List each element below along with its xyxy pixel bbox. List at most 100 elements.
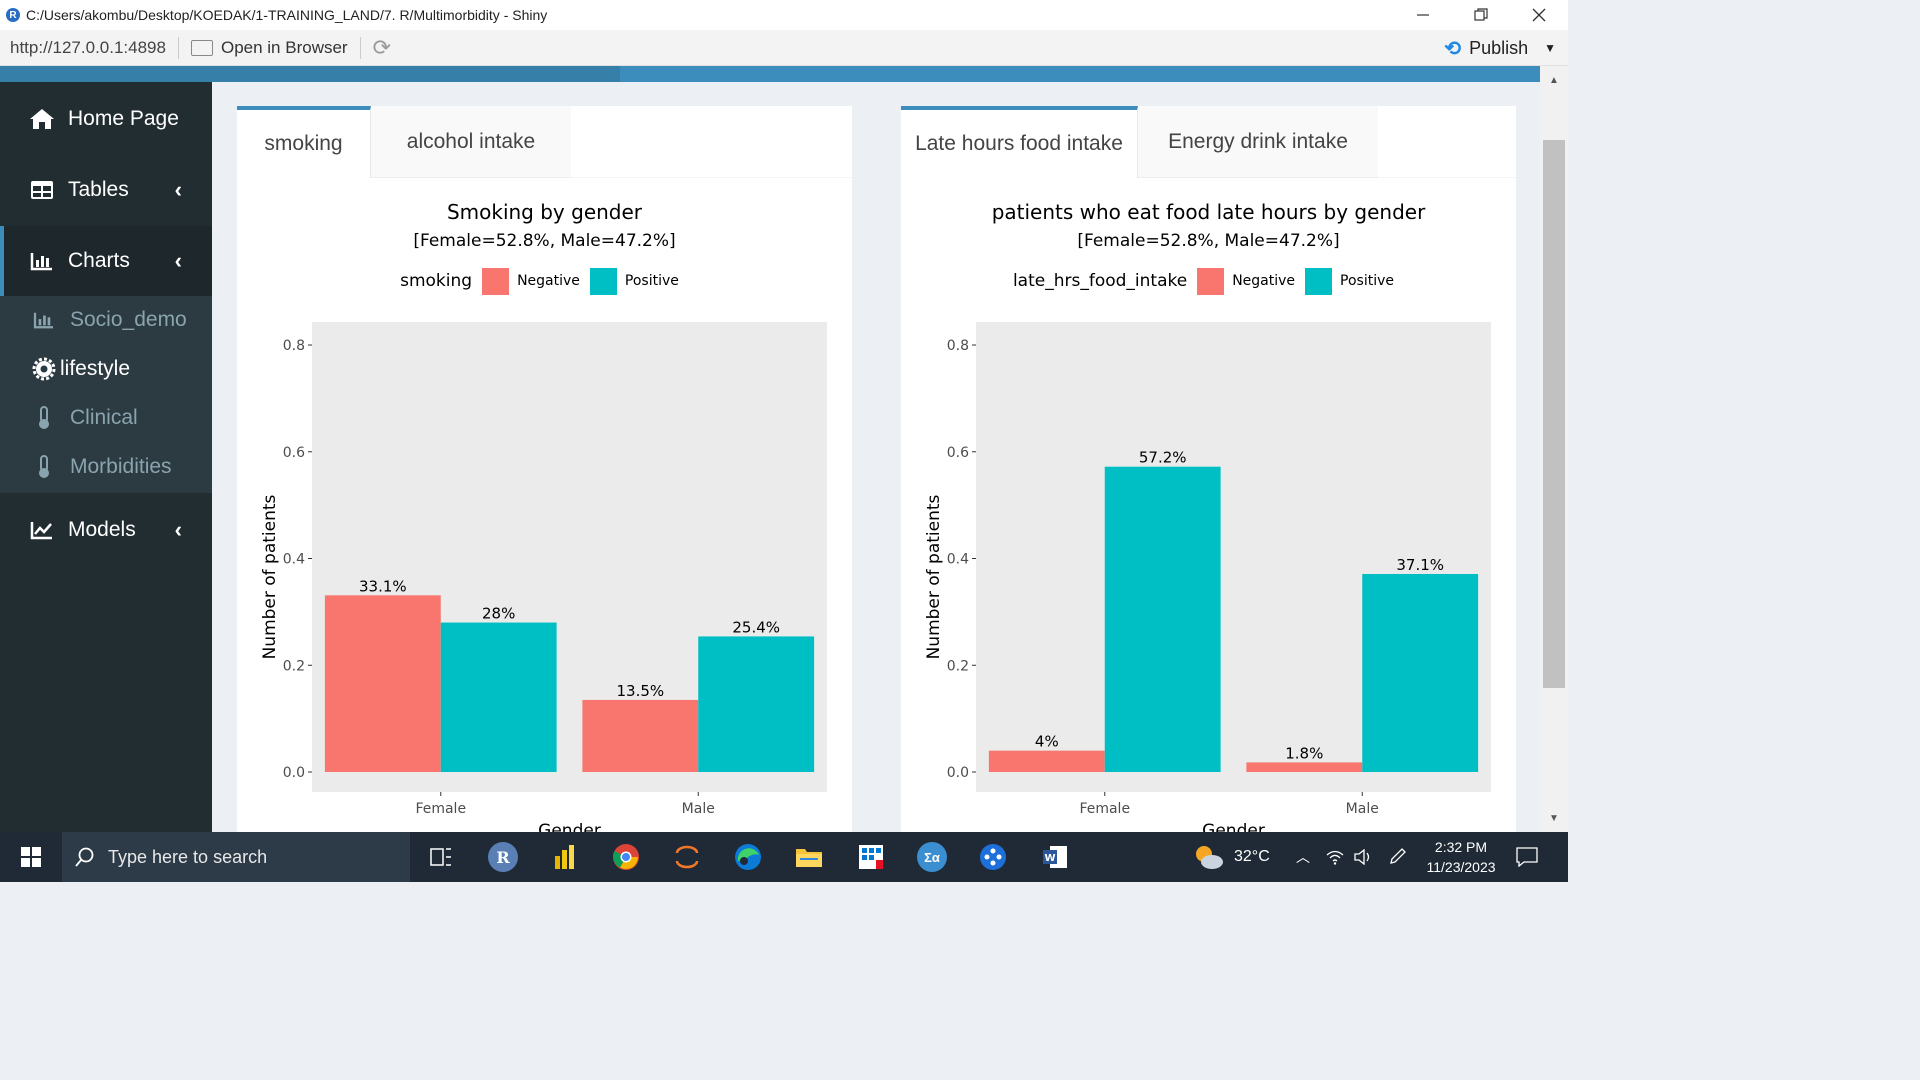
taskbar-search-box[interactable]: Type here to search xyxy=(62,832,410,882)
bar-chart-icon xyxy=(32,311,56,329)
sidebar-item-charts[interactable]: Charts ‹ xyxy=(0,226,212,296)
volume-icon[interactable] xyxy=(1354,832,1372,882)
restore-icon xyxy=(1474,8,1488,21)
tab-smoking[interactable]: smoking xyxy=(237,106,371,178)
bar-positive-male xyxy=(1362,573,1479,772)
publish-icon: ⟲ xyxy=(1444,37,1462,60)
pen-icon[interactable] xyxy=(1390,832,1406,882)
sidebar: Home Page Tables ‹ Charts ‹ Socio_demo l… xyxy=(0,82,212,832)
legend-title: smoking xyxy=(400,271,473,291)
publish-button[interactable]: ⟲ Publish ▼ xyxy=(1444,30,1556,66)
chevron-left-icon: ‹ xyxy=(174,177,182,202)
y-tick-label: 0.8 xyxy=(283,338,305,354)
window-titlebar: R C:/Users/akombu/Desktop/KOEDAK/1-TRAIN… xyxy=(0,0,1568,30)
notifications-icon[interactable] xyxy=(1516,832,1538,882)
sidebar-item-label: Charts xyxy=(68,249,130,272)
refresh-icon[interactable]: ⟳ xyxy=(372,34,392,60)
sidebar-item-label: Models xyxy=(68,518,136,541)
task-view-icon[interactable] xyxy=(426,842,456,872)
x-axis-label: Gender xyxy=(538,821,601,832)
bar-positive-female xyxy=(440,622,557,772)
clock-time: 2:32 PM xyxy=(1434,839,1488,855)
settings-icon xyxy=(32,357,56,381)
tab-alcohol-intake[interactable]: alcohol intake xyxy=(371,106,571,178)
sidebar-subitem-label: Morbidities xyxy=(70,455,172,478)
thermometer-icon xyxy=(32,406,56,430)
bar-positive-male xyxy=(698,636,815,772)
close-button[interactable] xyxy=(1510,0,1568,30)
dashboard-header xyxy=(0,66,1540,82)
jupyter-icon[interactable] xyxy=(672,842,702,872)
chart-subtitle: [Female=52.8%, Male=47.2%] xyxy=(413,231,676,251)
toolbar-divider xyxy=(177,36,179,59)
search-icon xyxy=(75,847,94,867)
y-tick-label: 0.0 xyxy=(283,765,305,781)
tab-energy-drink-intake[interactable]: Energy drink intake xyxy=(1138,106,1378,178)
bar-data-label: 1.8% xyxy=(1285,744,1323,762)
sigma-app-icon[interactable]: Σα xyxy=(917,842,947,872)
table-icon xyxy=(28,180,56,200)
header-logo-area xyxy=(0,66,620,82)
scroll-down-icon[interactable]: ▼ xyxy=(1549,812,1559,824)
bar-data-label: 37.1% xyxy=(1396,556,1444,574)
power-bi-icon[interactable] xyxy=(549,842,579,872)
scrollbar-thumb[interactable] xyxy=(1543,140,1565,688)
word-icon[interactable]: W xyxy=(1040,842,1070,872)
edge-icon[interactable] xyxy=(733,842,763,872)
wifi-icon[interactable] xyxy=(1326,832,1344,882)
publish-dropdown-icon[interactable]: ▼ xyxy=(1544,41,1556,55)
sidebar-item-home-page[interactable]: Home Page xyxy=(0,84,212,154)
restore-button[interactable] xyxy=(1452,0,1510,30)
bar-negative-male xyxy=(1246,762,1363,772)
sidebar-item-socio-demo[interactable]: Socio_demo xyxy=(0,296,212,344)
legend-label-positive: Positive xyxy=(624,273,679,289)
sidebar-subitem-label: lifestyle xyxy=(60,357,131,380)
sidebar-item-models[interactable]: Models ‹ xyxy=(0,495,212,565)
tab-late-hours-food-intake[interactable]: Late hours food intake xyxy=(901,106,1138,178)
chart-title: Smoking by gender xyxy=(446,200,643,224)
y-tick-label: 0.4 xyxy=(947,552,969,568)
open-in-browser-button[interactable]: Open in Browser xyxy=(190,38,348,58)
windows-start-icon[interactable] xyxy=(16,842,46,872)
chart-subtitle: [Female=52.8%, Male=47.2%] xyxy=(1077,231,1340,251)
y-tick-label: 0.6 xyxy=(283,445,305,461)
bar-data-label: 57.2% xyxy=(1139,449,1187,467)
bar-negative-female xyxy=(324,595,441,772)
y-tick-label: 0.6 xyxy=(947,445,969,461)
calculator-app-icon[interactable] xyxy=(856,842,886,872)
show-hidden-icons-icon[interactable]: ︿ xyxy=(1296,849,1310,865)
legend-label-negative: Negative xyxy=(517,273,580,289)
scroll-up-icon[interactable]: ▲ xyxy=(1549,74,1559,86)
page-scrollbar[interactable]: ▲ ▼ xyxy=(1540,66,1568,832)
bar-positive-female xyxy=(1104,466,1221,772)
legend-label-negative: Negative xyxy=(1232,273,1296,289)
panel-tabs: Late hours food intake Energy drink inta… xyxy=(901,106,1516,178)
svg-text:W: W xyxy=(1044,853,1055,864)
network-app-icon[interactable] xyxy=(978,842,1008,872)
viewer-toolbar: http://127.0.0.1:4898 Open in Browser ⟳ … xyxy=(0,30,1568,66)
home-icon xyxy=(28,108,56,130)
weather-widget[interactable]: 32°C xyxy=(1192,832,1270,882)
chart-title: patients who eat food late hours by gend… xyxy=(991,200,1426,224)
chart-legend: smoking Negative Positive xyxy=(237,266,852,296)
chevron-left-icon: ‹ xyxy=(174,517,182,542)
chrome-icon[interactable] xyxy=(611,842,641,872)
sidebar-item-lifestyle[interactable]: lifestyle xyxy=(0,345,212,393)
rstudio-taskbar-icon[interactable]: R xyxy=(488,842,518,872)
legend-key-negative xyxy=(1197,267,1225,295)
file-explorer-icon[interactable] xyxy=(794,842,824,872)
bar-negative-male xyxy=(582,699,699,772)
sidebar-item-label: Home Page xyxy=(68,107,179,130)
charts-submenu: Socio_demo lifestyle Clinical Morbiditie… xyxy=(0,296,212,493)
clock[interactable]: 2:32 PM 11/23/2023 xyxy=(1422,832,1500,882)
minimize-button[interactable] xyxy=(1394,0,1452,30)
sidebar-item-clinical[interactable]: Clinical xyxy=(0,394,212,442)
chevron-left-icon: ‹ xyxy=(174,248,182,273)
legend-key-positive xyxy=(589,267,617,295)
x-tick-label: Male xyxy=(1346,801,1379,817)
legend-key-negative xyxy=(482,267,510,295)
url-display[interactable]: http://127.0.0.1:4898 xyxy=(10,37,166,57)
sidebar-item-morbidities[interactable]: Morbidities xyxy=(0,443,212,491)
windows-taskbar: Type here to search R Σα W 32°C ︿ 2:3 xyxy=(0,832,1568,882)
sidebar-item-tables[interactable]: Tables ‹ xyxy=(0,155,212,225)
